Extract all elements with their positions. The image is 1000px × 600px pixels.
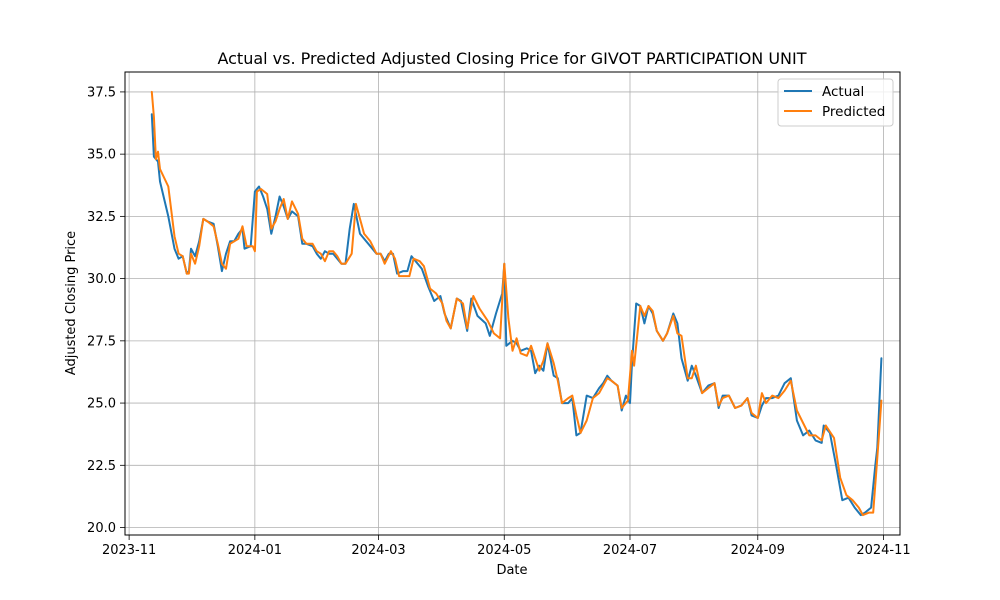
x-tick-label: 2024-01 bbox=[228, 543, 282, 558]
chart-title: Actual vs. Predicted Adjusted Closing Pr… bbox=[217, 49, 806, 68]
y-tick-label: 32.5 bbox=[87, 210, 116, 225]
x-axis-ticks: 2023-11 2024-01 2024-03 2024-05 2024-07 2024-… bbox=[102, 535, 911, 558]
x-tick-label: 2023-11 bbox=[102, 543, 156, 558]
x-tick-label: 2024-07 bbox=[603, 543, 657, 558]
y-tick-label: 25.0 bbox=[87, 397, 116, 412]
legend-label-predicted: Predicted bbox=[822, 104, 885, 120]
y-tick-label: 35.0 bbox=[87, 148, 116, 163]
legend: Actual Predicted bbox=[777, 78, 894, 127]
plot-area-frame bbox=[124, 71, 901, 536]
y-axis-ticks: 20.0 22.5 25.0 27.5 30.0 32.5 35.0 37.5 bbox=[87, 85, 125, 536]
y-tick-label: 27.5 bbox=[87, 334, 116, 349]
x-tick-label: 2024-05 bbox=[477, 543, 531, 558]
x-axis-label: Date bbox=[496, 563, 527, 578]
series-line-predicted bbox=[150, 90, 883, 517]
legend-label-actual: Actual bbox=[822, 84, 864, 100]
series-lines bbox=[150, 90, 883, 517]
x-tick-label: 2024-11 bbox=[856, 543, 910, 558]
x-tick-label: 2024-03 bbox=[351, 543, 405, 558]
y-tick-label: 22.5 bbox=[87, 459, 116, 474]
y-tick-label: 37.5 bbox=[87, 85, 116, 100]
y-axis-label: Adjusted Closing Price bbox=[64, 231, 79, 375]
y-tick-label: 20.0 bbox=[87, 521, 116, 536]
x-tick-label: 2024-09 bbox=[731, 543, 785, 558]
y-tick-label: 30.0 bbox=[87, 272, 116, 287]
